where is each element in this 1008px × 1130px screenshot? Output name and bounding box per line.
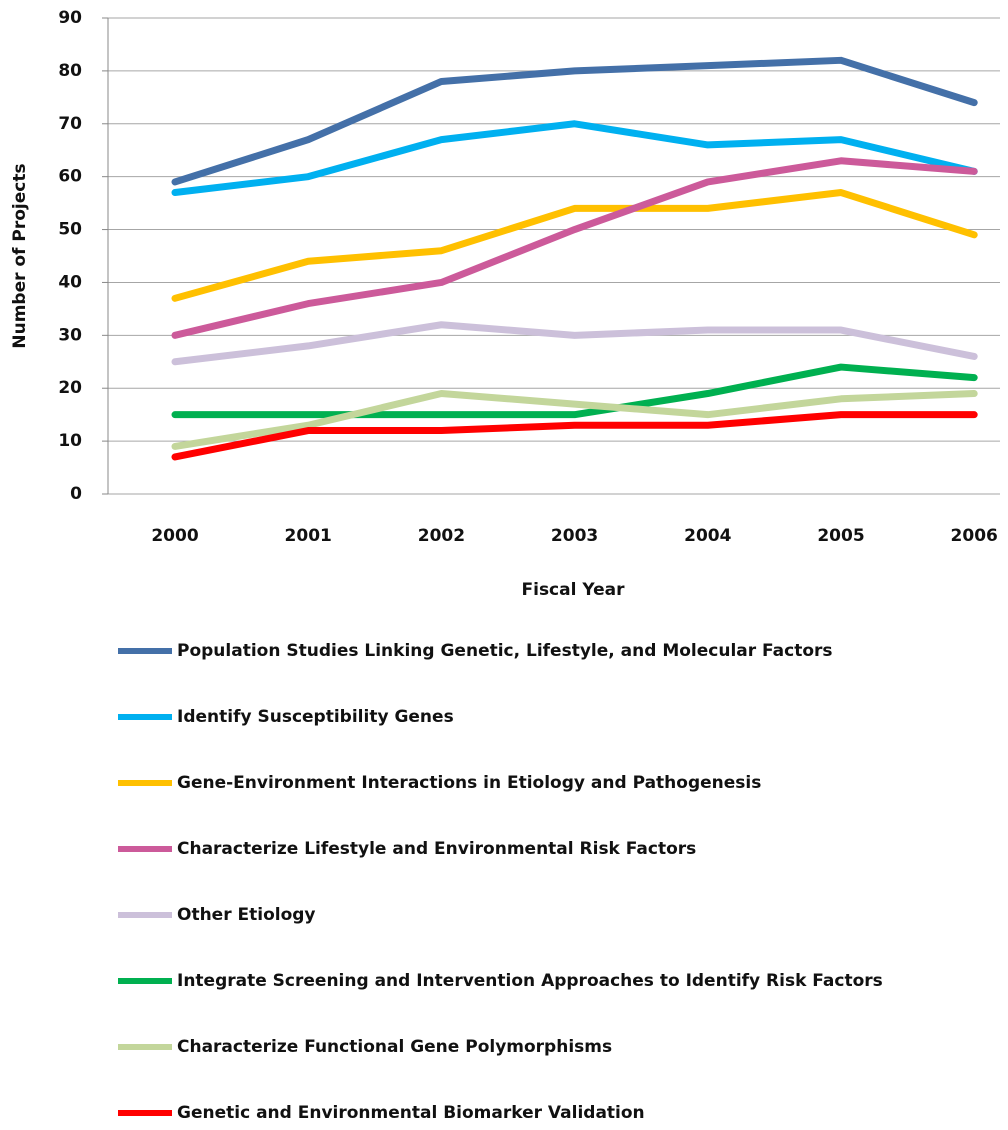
series-line <box>171 363 978 419</box>
y-tick-label: 20 <box>58 378 82 398</box>
series-line <box>171 120 978 197</box>
series-line <box>171 390 978 450</box>
series-line <box>171 189 978 302</box>
legend-label: Other Etiology <box>177 905 316 925</box>
y-tick-label: 10 <box>58 431 82 451</box>
y-tick-label: 60 <box>58 167 82 187</box>
series-line <box>171 157 978 339</box>
y-tick-label: 0 <box>70 484 82 504</box>
x-tick-label: 2000 <box>151 526 198 546</box>
y-tick-label: 80 <box>58 61 82 81</box>
x-tick-label: 2001 <box>285 526 332 546</box>
y-tick-label: 40 <box>58 272 82 292</box>
x-tick-label: 2005 <box>817 526 864 546</box>
legend-label: Characterize Lifestyle and Environmental… <box>177 839 696 859</box>
series-line <box>171 321 978 366</box>
y-tick-label: 70 <box>58 114 82 134</box>
x-tick-label: 2004 <box>684 526 731 546</box>
series-line <box>171 56 978 186</box>
x-tick-label: 2002 <box>418 526 465 546</box>
y-axis-label: Number of Projects <box>10 163 30 348</box>
x-axis-label: Fiscal Year <box>522 580 626 600</box>
series-line <box>171 411 978 461</box>
legend-label: Gene-Environment Interactions in Etiolog… <box>177 773 761 793</box>
y-tick-label: 50 <box>58 220 82 240</box>
legend-label: Integrate Screening and Intervention App… <box>177 971 883 991</box>
x-tick-label: 2003 <box>551 526 598 546</box>
legend-label: Genetic and Environmental Biomarker Vali… <box>177 1103 645 1123</box>
legend-label: Characterize Functional Gene Polymorphis… <box>177 1037 612 1057</box>
legend-label: Population Studies Linking Genetic, Life… <box>177 641 833 661</box>
x-tick-label: 2006 <box>951 526 998 546</box>
y-tick-label: 30 <box>58 325 82 345</box>
y-tick-label: 90 <box>58 8 82 28</box>
legend-label: Identify Susceptibility Genes <box>177 707 454 727</box>
